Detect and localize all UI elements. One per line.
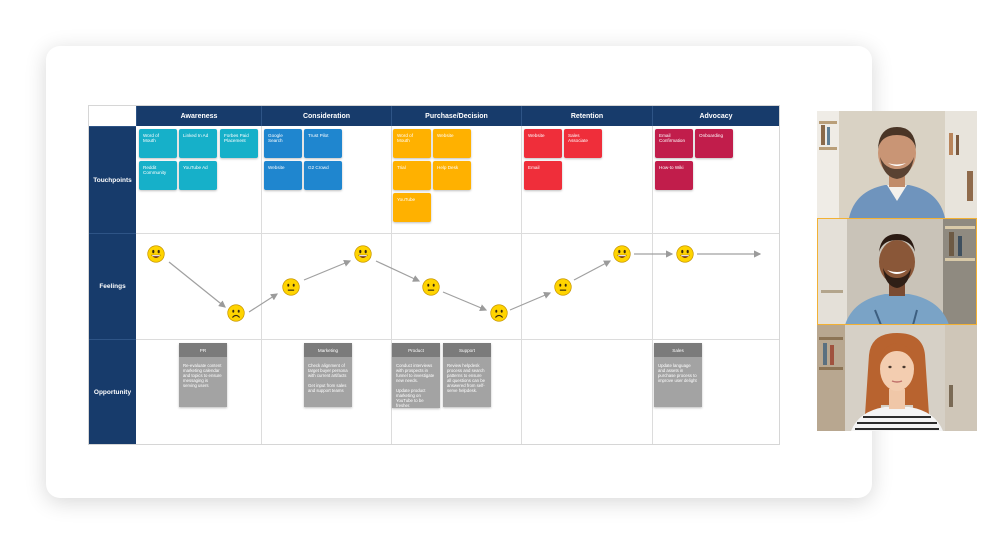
column-header-advocacy: Advocacy: [652, 106, 779, 126]
video-tile-participant-2[interactable]: [817, 218, 977, 325]
note-title: PR: [179, 343, 227, 357]
opportunity-note-product[interactable]: Product Conduct interviews with prospect…: [392, 343, 440, 408]
sticky-note-trial[interactable]: Trial: [393, 161, 431, 190]
participant-avatar: [817, 218, 977, 325]
sad-face-icon: [490, 304, 508, 322]
sticky-note-email[interactable]: Email: [524, 161, 562, 190]
neutral-face-icon: [422, 278, 440, 296]
note-body: Update language and assets in purchase p…: [654, 357, 702, 407]
opportunity-note-marketing[interactable]: Marketing Check alignment of target buye…: [304, 343, 352, 407]
grid-divider: [521, 126, 522, 444]
sticky-note-sales-associate[interactable]: Sales Associate: [564, 129, 602, 158]
sticky-note-linkedin-ad[interactable]: Linked In Ad: [179, 129, 217, 158]
column-header-retention: Retention: [521, 106, 652, 126]
note-title: Product: [392, 343, 440, 357]
column-header-consideration: Consideration: [261, 106, 391, 126]
sticky-note-youtube[interactable]: YouTube: [393, 193, 431, 222]
sticky-note-website[interactable]: Website: [264, 161, 302, 190]
sticky-note-help-desk[interactable]: Help Desk: [433, 161, 471, 190]
note-body: Conduct interviews with prospects in fun…: [392, 357, 440, 408]
note-body: Review helpdesk process and search patte…: [443, 357, 491, 407]
feelings-arrows: [168, 250, 762, 313]
neutral-face-icon: [554, 278, 572, 296]
sticky-note-how-to-wiki[interactable]: How-to Wiki: [655, 161, 693, 190]
grid-divider: [261, 126, 262, 444]
video-tile-participant-1[interactable]: [817, 111, 977, 218]
note-title: Marketing: [304, 343, 352, 357]
journey-map-board[interactable]: Awareness Consideration Purchase/Decisio…: [88, 105, 780, 445]
sad-face-icon: [227, 304, 245, 322]
sticky-note-forbes-paid-placement[interactable]: Forbes Paid Placement: [220, 129, 258, 158]
sticky-note-website[interactable]: Website: [433, 129, 471, 158]
participant-avatar: [817, 325, 977, 431]
row-header-touchpoints: Touchpoints: [89, 126, 136, 233]
note-title: Support: [443, 343, 491, 357]
sticky-note-g2-crowd[interactable]: G2 Crowd: [304, 161, 342, 190]
opportunity-note-support[interactable]: Support Review helpdesk process and sear…: [443, 343, 491, 407]
grid-divider: [136, 233, 779, 234]
opportunity-note-sales[interactable]: Sales Update language and assets in purc…: [654, 343, 702, 407]
board-corner: [89, 106, 136, 126]
column-header-purchase-decision: Purchase/Decision: [391, 106, 521, 126]
sticky-note-google-search[interactable]: Google Search: [264, 129, 302, 158]
participant-avatar: [817, 111, 977, 218]
happy-face-icon: [676, 245, 694, 263]
note-body: Check alignment of target buyer persona …: [304, 357, 352, 407]
sticky-note-trust-pilot[interactable]: Trust Pilot: [304, 129, 342, 158]
neutral-face-icon: [282, 278, 300, 296]
grid-divider: [391, 126, 392, 444]
happy-face-icon: [147, 245, 165, 263]
grid-divider: [136, 339, 779, 340]
note-body: Re-evaluate content marketing calendar a…: [179, 357, 227, 407]
sticky-note-youtube-ad[interactable]: YouTube Ad: [179, 161, 217, 190]
row-header-feelings: Feelings: [89, 233, 136, 339]
sticky-note-word-of-mouth[interactable]: Word of Mouth: [139, 129, 177, 158]
sticky-note-reddit-community[interactable]: Reddit Community: [139, 161, 177, 190]
sticky-note-email-confirmation[interactable]: Email Confirmation: [655, 129, 693, 158]
column-header-awareness: Awareness: [136, 106, 261, 126]
happy-face-icon: [613, 245, 631, 263]
sticky-note-website[interactable]: Website: [524, 129, 562, 158]
sticky-note-onboarding[interactable]: Onboarding: [695, 129, 733, 158]
row-header-opportunity: Opportunity: [89, 339, 136, 444]
happy-face-icon: [354, 245, 372, 263]
opportunity-note-pr[interactable]: PR Re-evaluate content marketing calenda…: [179, 343, 227, 407]
video-tile-participant-3[interactable]: [817, 325, 977, 431]
sticky-note-word-of-mouth[interactable]: Word of Mouth: [393, 129, 431, 158]
note-title: Sales: [654, 343, 702, 357]
grid-divider: [652, 126, 653, 444]
